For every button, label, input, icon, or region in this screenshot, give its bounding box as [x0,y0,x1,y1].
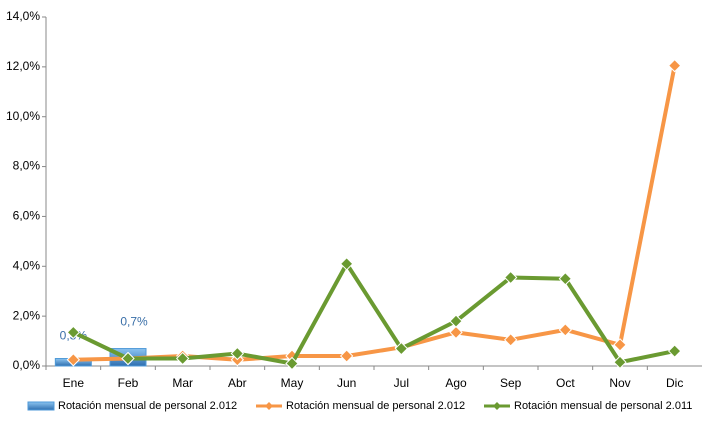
marker [558,323,573,337]
y-tick-label: 0,0% [13,358,41,372]
legend-label: Rotación mensual de personal 2.012 [286,400,465,412]
x-tick-label: Jul [394,376,409,390]
marker [613,338,627,352]
marker [175,351,190,366]
marker [66,325,81,340]
marker [503,270,518,285]
x-tick-label: Abr [228,376,247,390]
x-tick-label: Ene [63,376,85,390]
legend-label: Rotación mensual de personal 2.012 [58,400,237,412]
x-tick-label: Mar [172,376,193,390]
x-tick-label: Dic [666,376,683,390]
marker [667,344,682,358]
x-tick-label: Ago [445,376,467,390]
y-tick-label: 8,0% [13,159,41,173]
y-tick-label: 6,0% [13,209,41,223]
data-label: 0,7% [120,315,148,329]
marker [121,351,135,366]
line [72,261,676,366]
marker [558,272,573,286]
legend-swatch [27,401,55,411]
marker [339,257,354,271]
marker [394,341,409,356]
marker [613,355,627,369]
y-tick-label: 14,0% [6,9,40,23]
marker [230,346,245,361]
y-tick-label: 10,0% [6,109,40,123]
x-tick-label: Nov [609,376,630,390]
legend-marker [265,402,273,410]
y-tick-label: 4,0% [13,258,41,272]
x-tick-label: Oct [556,376,575,390]
marker [66,353,81,367]
marker [503,333,518,347]
x-tick-label: Sep [500,376,522,390]
marker [449,314,463,328]
x-tick-label: Feb [118,376,139,390]
line [73,65,677,362]
legend-label: Rotación mensual de personal 2.011 [514,400,692,412]
marker [285,356,299,371]
marker [449,325,463,340]
legend-marker [493,402,501,410]
x-tick-label: Jun [337,376,356,390]
marker [667,58,682,73]
y-tick-label: 2,0% [13,308,41,322]
x-tick-label: May [281,376,304,390]
marker [339,349,354,363]
y-tick-label: 12,0% [6,59,40,73]
